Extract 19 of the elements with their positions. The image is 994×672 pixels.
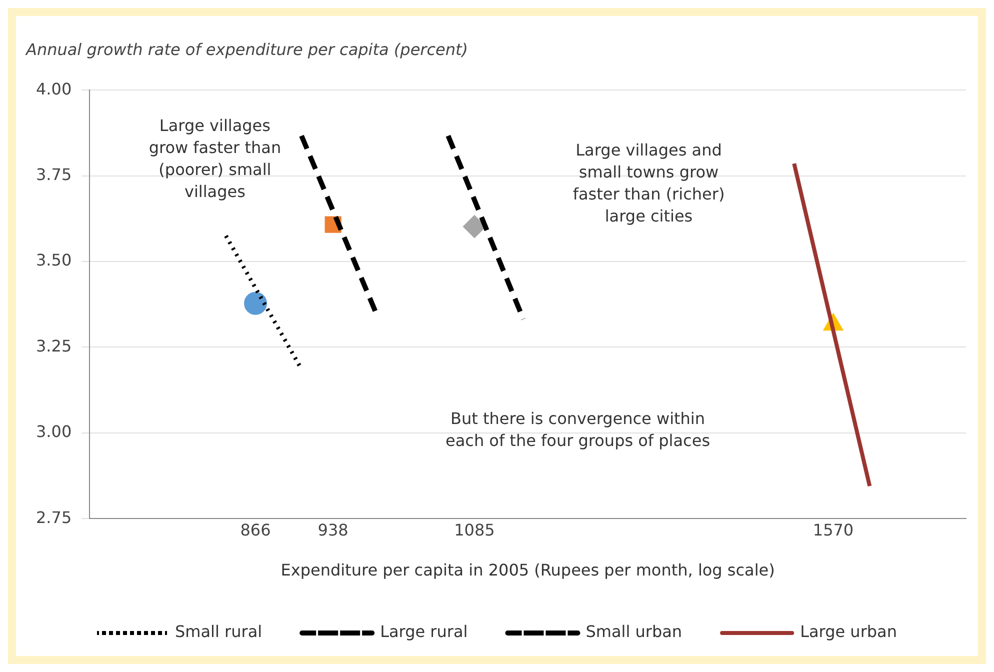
x-tick-label: 1570: [812, 520, 854, 540]
y-tick-label: 3.25: [36, 336, 72, 356]
x-tick-label: 866: [240, 520, 271, 540]
annotation: Large villages grow faster than (poorer) small villages: [148, 116, 282, 202]
annotation: Large villages and small towns grow faster than (richer) large cities: [572, 140, 725, 226]
chart-title: Annual growth rate of expenditure per capita (percent): [25, 40, 468, 59]
x-axis-title: Expenditure per capita in 2005 (Rupees per month, log scale): [280, 560, 775, 580]
legend-label: Large urban: [800, 622, 897, 642]
legend-label: Small rural: [175, 622, 262, 642]
x-tick-label: 1085: [454, 520, 495, 540]
y-tick-label: 2.75: [36, 508, 72, 527]
y-tick-label: 3.00: [36, 422, 72, 442]
y-tick-label: 3.50: [36, 250, 72, 270]
annotation: But there is convergence within each of the four groups of places: [446, 409, 710, 450]
y-tick-label: 4.00: [36, 79, 72, 98]
y-tick-label: 3.75: [36, 165, 72, 184]
x-tick-label: 938: [318, 520, 348, 540]
legend-label: Small urban: [586, 622, 682, 642]
legend-label: Large rural: [380, 622, 468, 642]
